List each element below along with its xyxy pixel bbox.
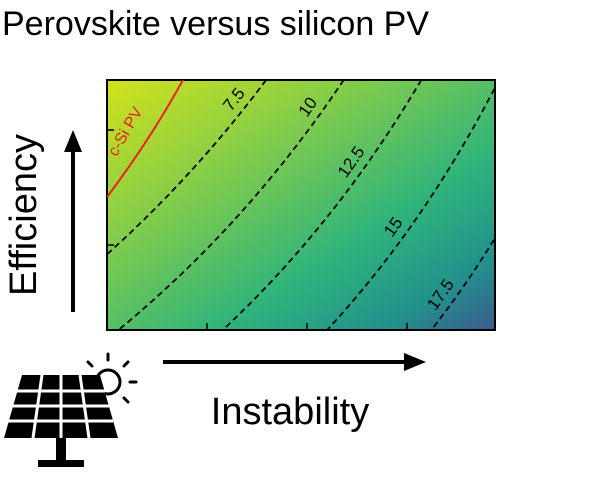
solar-icon [4, 352, 138, 467]
frame-ticks [107, 129, 408, 330]
contour-layer [107, 80, 495, 330]
chart-title: Perovskite versus silicon PV [2, 5, 429, 43]
contour-line [222, 80, 423, 330]
reference-line [107, 80, 184, 198]
contour-line [117, 80, 345, 330]
contour-line [326, 85, 495, 330]
plot-area [106, 79, 496, 331]
x-axis-label: Instability [211, 391, 369, 433]
axis-arrows [64, 130, 426, 371]
contour-line [107, 80, 267, 256]
y-axis-label: Efficiency [3, 134, 45, 296]
